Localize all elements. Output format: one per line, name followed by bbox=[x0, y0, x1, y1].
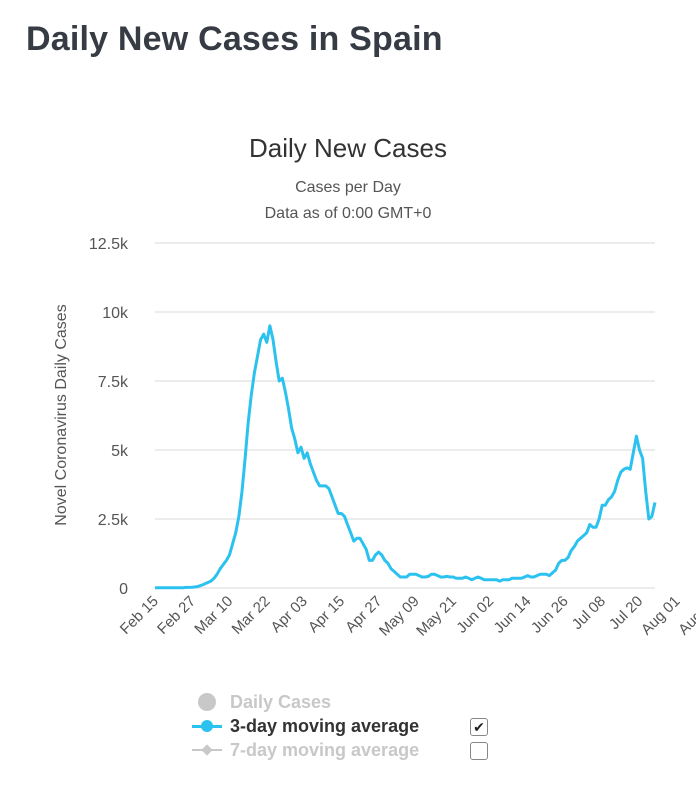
y-tick-label: 2.5k bbox=[98, 512, 129, 529]
x-tick-label: Jul 08 bbox=[569, 593, 609, 633]
x-tick-label: Aug 01 bbox=[638, 593, 684, 639]
x-tick-label: Jun 26 bbox=[528, 593, 572, 637]
chart-subtitle-line-2: Data as of 0:00 GMT+0 bbox=[265, 205, 432, 222]
diamond-icon bbox=[201, 744, 213, 756]
x-tick-label: Feb 27 bbox=[154, 593, 199, 638]
circle-icon bbox=[201, 720, 213, 732]
y-tick-label: 7.5k bbox=[98, 374, 129, 391]
legend: Daily Cases 3-day moving average ✔ 7-day… bbox=[192, 690, 488, 762]
legend-item-3-day-average[interactable]: 3-day moving average ✔ bbox=[192, 714, 488, 738]
checkbox-3-day-average[interactable]: ✔ bbox=[470, 718, 488, 736]
x-tick-label: Feb 15 bbox=[117, 593, 162, 638]
y-tick-label: 0 bbox=[119, 581, 128, 598]
legend-item-7-day-average[interactable]: 7-day moving average bbox=[192, 738, 488, 762]
y-tick-label: 10k bbox=[102, 305, 129, 322]
series-line-3-day-average[interactable] bbox=[155, 324, 657, 590]
x-tick-label: May 09 bbox=[376, 593, 423, 640]
y-axis-label: Novel Coronavirus Daily Cases bbox=[53, 304, 70, 525]
y-tick-labels: 0 2.5k 5k 7.5k 10k 12.5k bbox=[89, 236, 129, 598]
y-tick-label: 5k bbox=[111, 443, 129, 460]
x-tick-label: Apr 15 bbox=[305, 593, 348, 636]
x-tick-label: Mar 10 bbox=[191, 593, 236, 638]
chart-subtitle-line-1: Cases per Day bbox=[295, 179, 401, 196]
legend-label: 3-day moving average bbox=[230, 715, 420, 736]
checkbox-7-day-average[interactable] bbox=[470, 742, 488, 760]
x-tick-label: Jun 14 bbox=[491, 593, 535, 637]
x-tick-label: Apr 03 bbox=[268, 593, 311, 636]
chart-title: Daily New Cases bbox=[249, 133, 447, 163]
legend-item-daily-cases[interactable]: Daily Cases bbox=[192, 690, 419, 714]
x-tick-label: May 21 bbox=[413, 593, 460, 640]
page-title: Daily New Cases in Spain bbox=[26, 20, 443, 58]
x-tick-label: Mar 22 bbox=[229, 593, 274, 638]
line-chart: Daily New Cases Cases per Day Data as of… bbox=[53, 133, 696, 640]
x-tick-label: Jun 02 bbox=[453, 593, 497, 637]
legend-label: Daily Cases bbox=[230, 691, 332, 712]
grid-lines bbox=[155, 242, 655, 589]
legend-label: 7-day moving average bbox=[230, 739, 420, 760]
y-tick-label: 12.5k bbox=[89, 236, 129, 253]
circle-icon bbox=[198, 693, 216, 711]
